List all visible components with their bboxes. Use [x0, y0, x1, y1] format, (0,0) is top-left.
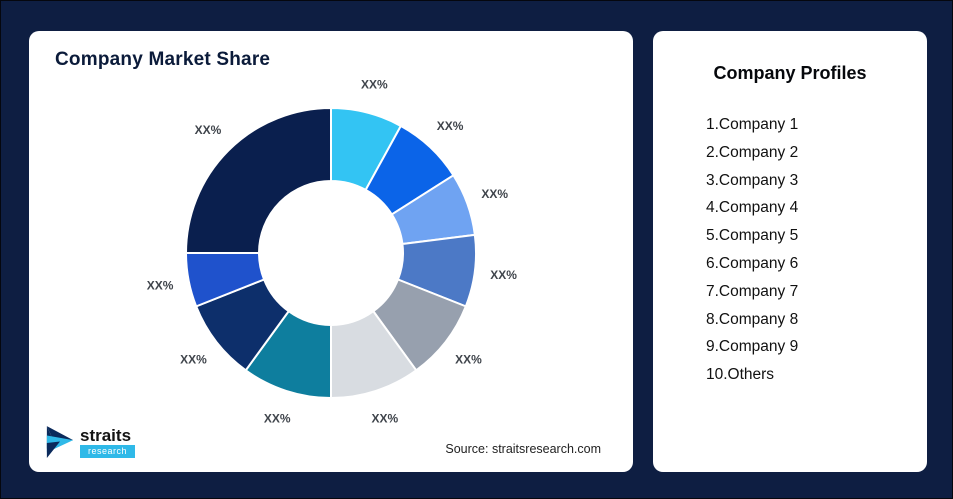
donut-slice-others	[185, 107, 332, 254]
market-share-card: XX% XX% XX% XX% XX% XX% XX% XX% XX% XX% Company M…	[29, 31, 633, 472]
list-item: 3.Company 3	[706, 171, 799, 189]
list-item: 5.Company 5	[706, 227, 799, 245]
list-item: 2.Company 2	[706, 143, 799, 161]
straits-research-logo: straits research	[45, 424, 136, 460]
company-profiles-list: 1.Company 1 2.Company 2 3.Company 3 4.Co…	[706, 111, 798, 389]
slice-label: XX%	[264, 412, 291, 426]
slice-label: XX%	[195, 123, 222, 137]
slice-label: XX%	[455, 353, 482, 367]
logo-sub-name: research	[80, 444, 136, 458]
slice-label: XX%	[490, 268, 517, 282]
company-profiles-card: Company Profiles 1.Company 1 2.Company 2…	[653, 31, 927, 472]
slice-label: XX%	[371, 412, 398, 426]
list-item: 10.Others	[706, 366, 775, 384]
profiles-title: Company Profiles	[713, 63, 867, 83]
slice-label: XX%	[147, 279, 174, 293]
slice-label: XX%	[437, 119, 464, 133]
logo-arrow-icon	[46, 426, 74, 458]
list-item: 1.Company 1	[706, 116, 799, 133]
slice-label: XX%	[481, 187, 508, 201]
logo-text: straits research	[80, 425, 136, 458]
source-attribution: Source: straitsresearch.com	[445, 442, 601, 456]
list-item: 4.Company 4	[706, 199, 799, 217]
list-item: 8.Company 8	[706, 310, 799, 328]
slice-label: XX%	[361, 78, 388, 92]
logo-brand-name: straits	[80, 425, 132, 445]
list-item: 9.Company 9	[706, 338, 799, 356]
list-item: 7.Company 7	[706, 282, 799, 300]
chart-title: Company Market Share	[55, 49, 271, 70]
list-item: 6.Company 6	[706, 254, 799, 272]
donut-chart: XX% XX% XX% XX% XX% XX% XX% XX% XX% XX%	[147, 78, 518, 426]
slice-label: XX%	[180, 353, 207, 367]
